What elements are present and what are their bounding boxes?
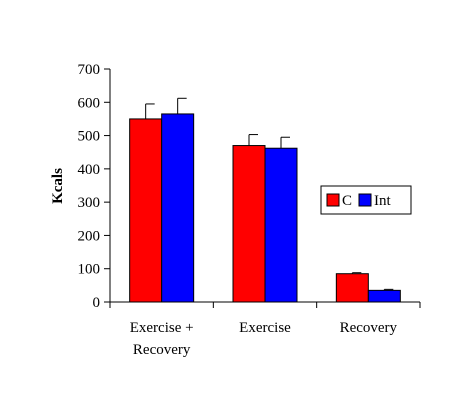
y-tick-label: 500 bbox=[78, 129, 101, 145]
x-axis: Exercise + Recovery Exercise Recovery bbox=[109, 301, 421, 358]
y-tick-label: 600 bbox=[78, 95, 101, 111]
y-tick-label: 400 bbox=[78, 162, 101, 178]
bar-c-0 bbox=[129, 118, 163, 303]
legend-swatch-int bbox=[358, 193, 372, 207]
y-axis-title: Kcals bbox=[50, 168, 66, 204]
bar-c-2 bbox=[335, 273, 369, 303]
legend: C Int bbox=[320, 185, 412, 215]
x-category-label: Exercise bbox=[239, 320, 291, 336]
y-tick-label: 200 bbox=[78, 228, 101, 244]
bars-group bbox=[129, 97, 401, 303]
bar-c-1 bbox=[232, 145, 266, 303]
y-tick-label: 100 bbox=[78, 262, 101, 278]
bar-int-1 bbox=[264, 147, 298, 303]
legend-label-c: C bbox=[342, 193, 352, 209]
bar-int-2 bbox=[367, 289, 401, 303]
y-tick-label: 700 bbox=[78, 62, 101, 78]
y-axis: 0 100 200 300 400 500 600 700 bbox=[78, 62, 111, 311]
x-category-label: Exercise + bbox=[130, 320, 194, 336]
legend-label-int: Int bbox=[374, 193, 391, 209]
y-tick-label: 300 bbox=[78, 195, 101, 211]
y-tick-label: 0 bbox=[93, 295, 101, 311]
legend-swatch-c bbox=[326, 193, 340, 207]
x-category-label: Recovery bbox=[340, 320, 398, 336]
bar-int-0 bbox=[161, 113, 195, 303]
x-category-label: Recovery bbox=[133, 342, 191, 358]
